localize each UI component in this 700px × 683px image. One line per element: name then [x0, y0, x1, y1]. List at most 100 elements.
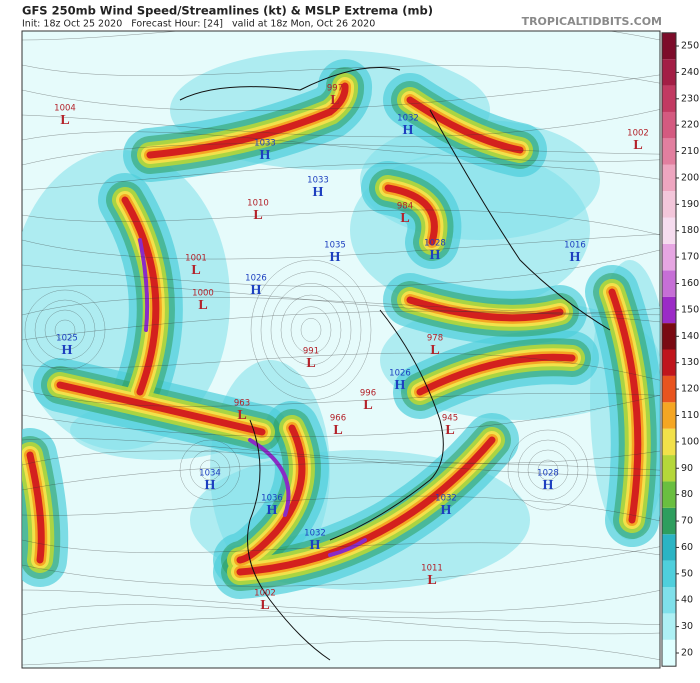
colorbar-band	[662, 507, 676, 535]
colorbar-band	[662, 613, 676, 640]
pressure-letter: L	[633, 138, 642, 153]
pressure-letter: L	[237, 408, 246, 423]
pressure-value: 1032	[435, 494, 457, 504]
streamline	[517, 439, 579, 501]
streamline	[199, 459, 221, 481]
jet-streak	[608, 288, 642, 524]
pressure-value: 1010	[247, 199, 269, 209]
pressure-letter: L	[430, 343, 439, 358]
streamline	[22, 604, 660, 635]
pressure-value: 1002	[254, 589, 276, 599]
streamline	[22, 495, 660, 522]
pressure-value: 1011	[421, 564, 443, 574]
map-subtitle: Init: 18z Oct 25 2020 Forecast Hour: [24…	[22, 19, 375, 30]
streamline	[22, 438, 660, 464]
colorbar-tick-label: 230	[681, 93, 699, 104]
streamline	[44, 309, 86, 351]
pressure-value: 1026	[389, 369, 411, 379]
coastline	[429, 109, 611, 331]
coastline	[247, 419, 331, 661]
pressure-value: 1035	[324, 241, 346, 251]
pressure-value: 1026	[245, 274, 267, 284]
streamline	[179, 439, 241, 501]
streamline	[537, 459, 559, 481]
streamline	[22, 589, 660, 613]
pressure-value: 1025	[56, 334, 78, 344]
streamline	[22, 131, 660, 162]
streamline	[22, 546, 660, 587]
jet-streak	[146, 82, 349, 159]
colorbar-tick-label: 180	[681, 225, 699, 236]
streamline	[22, 389, 660, 407]
streamline	[22, 462, 660, 491]
colorbar-band	[662, 191, 676, 218]
streamline	[54, 319, 76, 341]
jet-streak	[384, 184, 438, 246]
streamline	[22, 394, 660, 437]
pressure-value: 1033	[307, 176, 329, 186]
streamline	[22, 143, 660, 166]
pressure-letter: L	[400, 211, 409, 226]
streamline	[22, 296, 660, 316]
streamline	[24, 289, 106, 371]
pressure-letter: L	[253, 208, 262, 223]
pressure-letter: H	[330, 250, 341, 265]
streamline	[270, 283, 352, 377]
colorbar-band	[662, 534, 676, 561]
streamline	[22, 249, 660, 287]
jet-streak	[406, 296, 564, 322]
jet-streak	[406, 96, 524, 154]
pressure-letter: L	[198, 298, 207, 313]
jet-streak	[121, 196, 160, 396]
pressure-letter: L	[191, 263, 200, 278]
colorbar: 20 30 40 50 60 70 80 90 100 110 120 130 140 150 160 170…	[661, 32, 699, 667]
colorbar-band	[662, 296, 676, 324]
jet-streak	[236, 424, 306, 564]
colorbar-tick-label: 30	[681, 621, 693, 632]
pressure-value: 991	[303, 347, 319, 357]
pressure-value: 984	[397, 202, 413, 212]
streamline	[22, 109, 660, 138]
colorbar-band	[662, 428, 676, 456]
streamline	[507, 429, 589, 511]
streamline	[22, 64, 660, 84]
pressure-value: 996	[360, 389, 376, 399]
coastline	[179, 67, 401, 101]
pressure-letter: L	[427, 573, 436, 588]
pressure-letter: L	[330, 93, 339, 108]
streamline	[22, 352, 660, 381]
pressure-letter: H	[543, 478, 554, 493]
pressure-value: 1000	[192, 289, 214, 299]
streamline	[189, 449, 231, 491]
colorbar-band	[662, 455, 676, 482]
pressure-value: 1033	[254, 139, 276, 149]
pressure-value: 978	[427, 334, 443, 344]
streamline	[22, 74, 660, 111]
colorbar-tick-label: 140	[681, 331, 699, 342]
colorbar-band	[662, 243, 676, 271]
colorbar-band	[662, 587, 676, 614]
colorbar-band	[662, 323, 676, 350]
colorbar-tick-label: 20	[681, 648, 693, 659]
colorbar-band	[662, 32, 676, 60]
streamline	[34, 299, 96, 361]
colorbar-tick-label: 40	[681, 595, 693, 606]
streamline	[22, 539, 660, 556]
jet-core	[328, 538, 367, 557]
streamline	[527, 449, 569, 491]
pressure-value: 997	[327, 84, 343, 94]
colorbar-tick-label: 120	[681, 384, 699, 395]
jet-streak	[236, 436, 496, 576]
colorbar-band	[662, 138, 676, 165]
colorbar-band	[662, 59, 676, 86]
jet-streak	[416, 353, 576, 396]
pressure-value: 1004	[54, 104, 76, 114]
pressure-value: 1001	[185, 254, 207, 264]
pressure-letter: H	[260, 148, 271, 163]
jet-streak	[56, 381, 266, 436]
coastline	[379, 309, 441, 421]
colorbar-tick-label: 70	[681, 516, 693, 527]
pressure-letter: H	[205, 478, 216, 493]
pressure-value: 1028	[424, 239, 446, 249]
